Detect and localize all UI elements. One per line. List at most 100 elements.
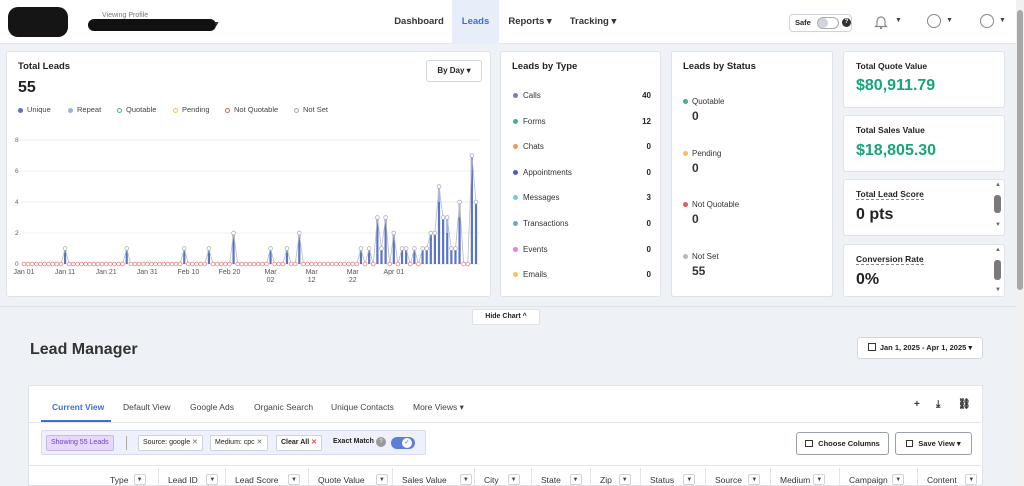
column-header-lead-id[interactable]: Lead ID [168,475,198,485]
chevron-down-icon[interactable]: ▼ [618,474,631,485]
save-view-button[interactable]: Save View ▾ [895,432,972,455]
data-point[interactable] [177,261,183,267]
data-point[interactable] [288,261,294,267]
bell-icon[interactable] [874,14,888,30]
data-point[interactable] [383,215,388,220]
data-point[interactable] [440,215,446,220]
data-point[interactable] [223,261,228,267]
data-point[interactable] [346,261,351,267]
chevron-down-icon[interactable]: ▼ [683,474,696,485]
data-point[interactable] [62,246,68,251]
choose-columns-button[interactable]: Choose Columns [796,432,889,455]
data-point[interactable] [157,261,162,267]
data-point[interactable] [87,261,92,267]
help-circle-icon[interactable] [927,14,941,28]
data-point[interactable] [38,261,43,267]
scroll-up-icon[interactable]: ▲ [995,182,1001,188]
data-point[interactable] [194,261,199,267]
data-point[interactable] [420,246,425,251]
chevron-down-icon[interactable]: ▼ [459,474,472,485]
tab-current-view[interactable]: Current View [52,402,105,412]
bar-unique[interactable] [392,233,395,264]
data-point[interactable] [239,261,245,267]
legend-not-quotable[interactable]: Not Quotable [225,105,278,114]
bar-unique[interactable] [232,233,235,264]
data-point[interactable] [165,261,171,267]
chevron-down-icon[interactable]: ▼ [813,474,826,485]
chevron-down-icon[interactable]: ▼ [895,17,902,24]
bar-unique[interactable] [446,233,449,264]
clear-all-button[interactable]: Clear All ✕ [276,435,322,451]
data-point[interactable] [305,261,310,267]
data-point[interactable] [321,261,327,267]
data-point[interactable] [153,261,158,267]
data-point[interactable] [465,261,471,267]
column-header-zip[interactable]: Zip [600,475,612,485]
data-point[interactable] [297,230,302,236]
data-point[interactable] [112,261,117,267]
data-point[interactable] [284,246,290,251]
chevron-down-icon[interactable]: ▼ [965,474,978,485]
data-point[interactable] [334,261,339,267]
scroll-down-icon[interactable]: ▼ [995,222,1001,228]
data-point[interactable] [457,199,462,205]
bar-unique[interactable] [380,248,383,265]
nav-leads[interactable]: Leads [452,0,499,44]
data-point[interactable] [449,246,454,251]
data-point[interactable] [375,215,380,220]
data-point[interactable] [428,230,434,236]
data-point[interactable] [182,246,187,251]
chevron-down-icon[interactable]: ▼ [569,474,582,485]
bar-unique[interactable] [207,248,211,265]
data-point[interactable] [354,261,360,267]
user-avatar-icon[interactable] [980,14,994,28]
bar-unique[interactable] [269,248,272,265]
scroll-down-icon[interactable]: ▼ [995,287,1001,293]
data-point[interactable] [280,261,286,267]
data-point[interactable] [25,261,31,267]
hide-chart-button[interactable]: Hide Chart ^ [472,309,540,325]
column-header-city[interactable]: City [484,475,499,485]
data-point[interactable] [42,261,47,267]
nav-reports[interactable]: Reports ▾ [508,16,552,27]
link-icon[interactable]: ⛓ [958,399,971,410]
data-point[interactable] [362,261,368,267]
data-point[interactable] [21,261,27,267]
data-point[interactable] [469,153,475,158]
add-icon[interactable]: + [914,399,920,410]
column-header-lead-score[interactable]: Lead Score [235,475,279,485]
chevron-down-icon[interactable]: ▼ [748,474,761,485]
data-point[interactable] [301,261,306,267]
data-point[interactable] [124,246,129,251]
data-point[interactable] [108,261,113,267]
data-point[interactable] [198,261,203,267]
column-header-quote-value[interactable]: Quote Value [318,475,365,485]
bar-unique[interactable] [125,248,128,265]
column-header-source[interactable]: Source [715,475,742,485]
filter-chip-medium[interactable]: Medium: cpc ✕ [210,435,268,451]
chevron-down-icon[interactable]: ▼ [206,474,219,485]
data-point[interactable] [338,261,343,267]
data-point[interactable] [50,261,56,267]
data-point[interactable] [473,199,479,205]
chevron-down-icon[interactable]: ▼ [133,474,146,485]
type-row-calls[interactable]: Calls 40 [513,91,651,103]
help-icon[interactable]: ? [376,437,386,447]
data-point[interactable] [231,230,236,236]
chevron-down-icon[interactable]: ▼ [507,474,520,485]
type-row-chats[interactable]: Chats 0 [513,142,651,154]
data-point[interactable] [272,261,277,267]
bar-unique[interactable] [433,233,437,264]
type-row-events[interactable]: Events 0 [513,245,651,257]
data-point[interactable] [436,184,442,189]
data-point[interactable] [251,261,257,267]
legend-unique[interactable]: Unique [18,105,51,114]
bar-unique[interactable] [454,248,457,265]
bar-unique[interactable] [376,217,379,265]
bar-repeat[interactable] [437,186,441,203]
data-point[interactable] [210,261,216,267]
data-point[interactable] [186,261,191,267]
data-point[interactable] [202,261,208,267]
help-icon[interactable]: ? [842,18,851,27]
type-row-emails[interactable]: Emails 0 [513,270,651,282]
